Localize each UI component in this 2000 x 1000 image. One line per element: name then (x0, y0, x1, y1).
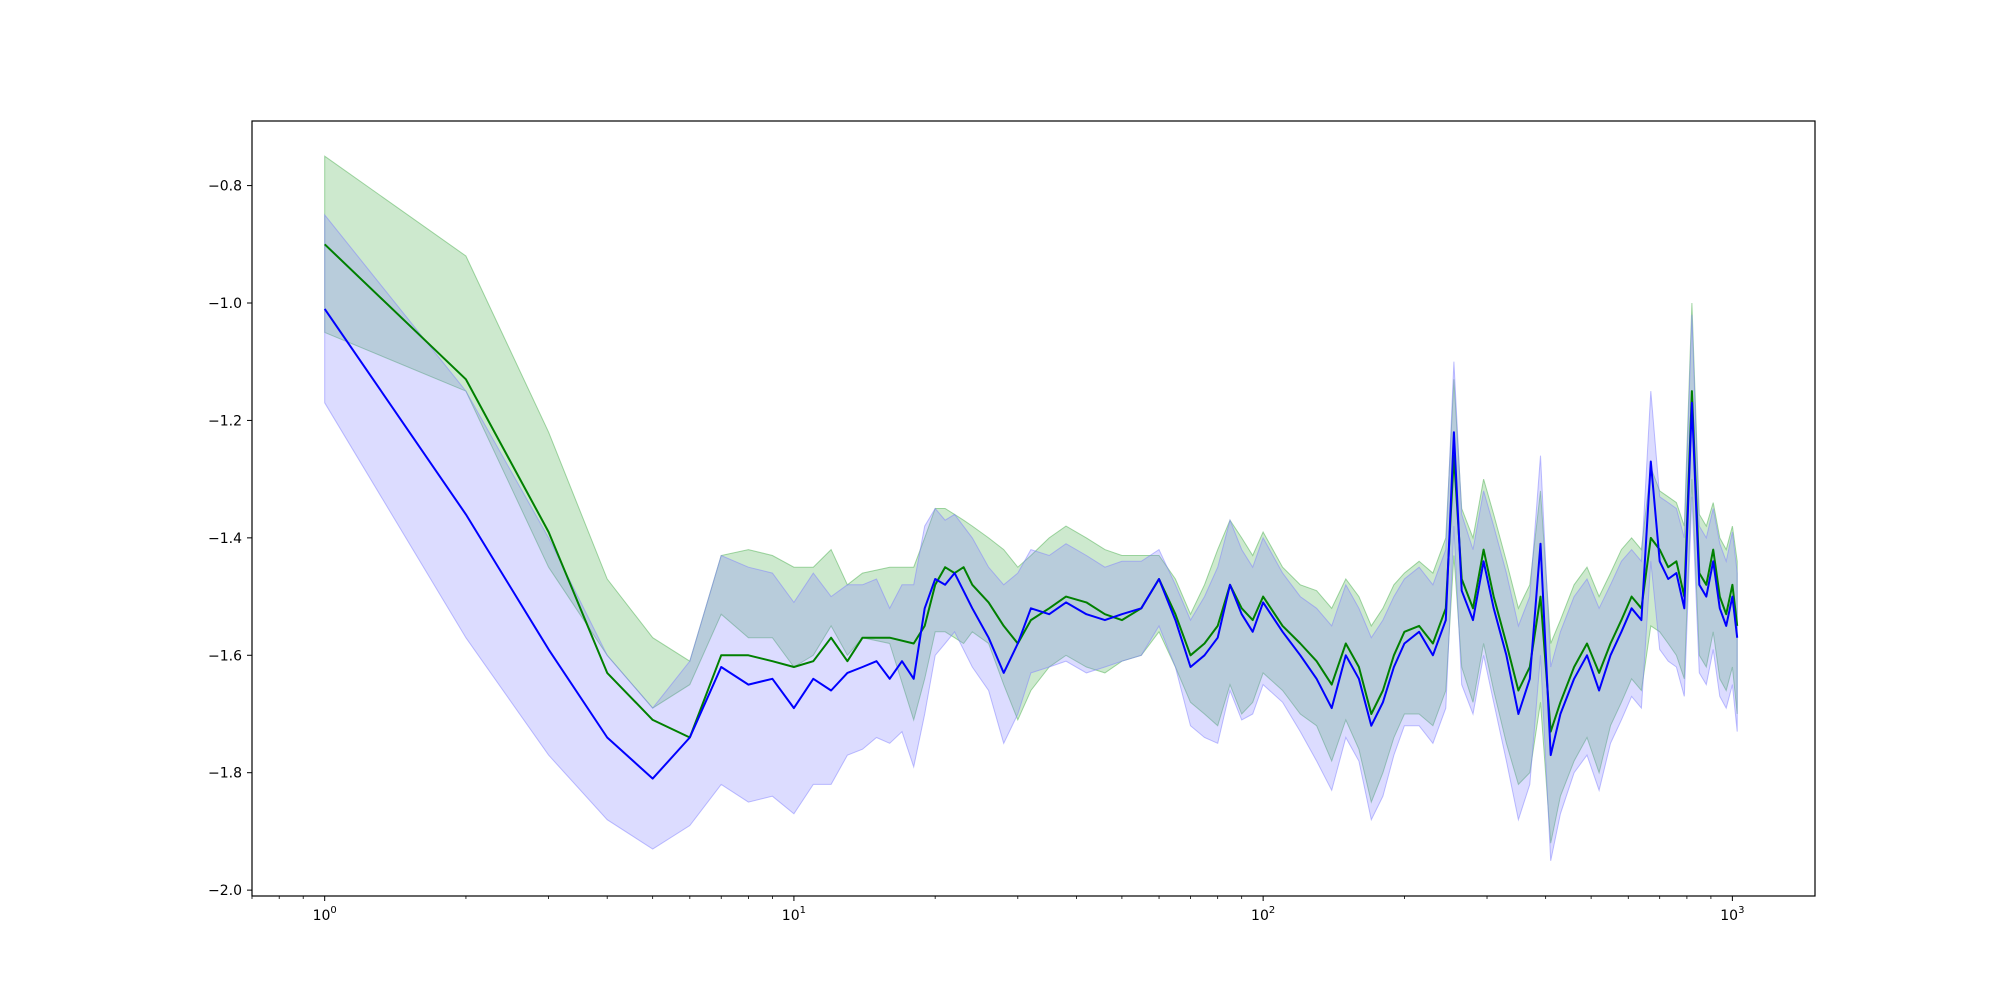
series-2-line (323, 308, 1739, 780)
plot-frame (251, 120, 1816, 897)
x-tick-label: 100 (313, 905, 337, 924)
y-tick-label: −0.8 (208, 179, 242, 195)
series-lines (323, 243, 1739, 780)
x-tick-label: 103 (1720, 905, 1744, 924)
y-tick-label: −1.4 (208, 531, 242, 547)
x-axis: 100 101 102 103 (251, 896, 1744, 924)
x-tick-label: 102 (1251, 905, 1275, 924)
y-tick-label: −1.8 (208, 766, 242, 782)
y-axis: −0.8 −1.0 −1.2 −1.4 −1.6 −1.8 −2.0 (208, 179, 252, 899)
y-tick-label: −1.2 (208, 413, 242, 429)
y-tick-label: −2.0 (208, 883, 242, 899)
y-tick-label: −1.6 (208, 648, 242, 664)
series-1-line (324, 243, 1739, 739)
y-tick-label: −1.0 (208, 296, 242, 312)
x-tick-label: 101 (782, 905, 806, 924)
